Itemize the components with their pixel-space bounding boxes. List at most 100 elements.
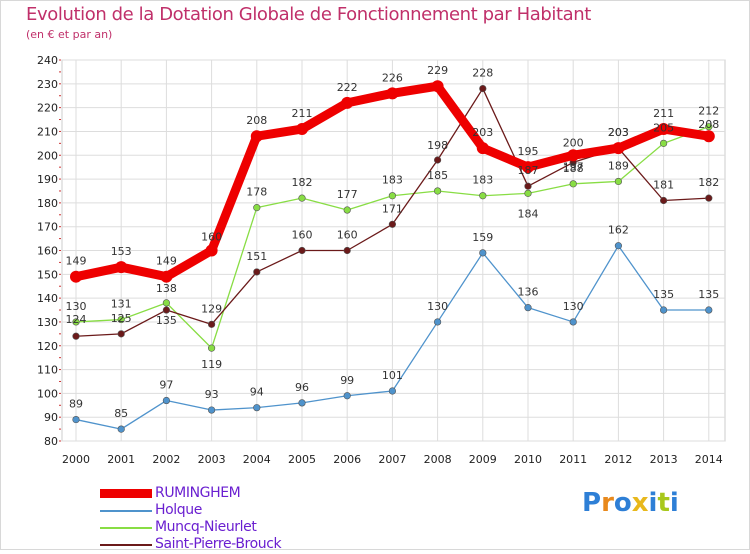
data-label: 149 [156,255,177,268]
y-tick-label: 220 [37,102,58,115]
data-label: 93 [205,388,219,401]
data-label: 130 [66,300,87,313]
data-label: 162 [608,224,629,237]
data-label: 160 [292,229,313,242]
data-label: 189 [608,159,629,172]
line-chart: 8090100110120130140150160170180190200210… [37,54,726,466]
logo-letter: o [613,488,632,518]
x-tick-label: 2010 [514,453,542,466]
data-point [569,180,577,188]
data-label: 101 [382,369,403,382]
data-label: 135 [698,288,719,301]
axis-layer: 8090100110120130140150160170180190200210… [37,54,723,466]
data-point [162,396,170,405]
data-point [567,149,580,162]
data-label: 178 [246,186,267,199]
data-label: 203 [608,126,629,139]
data-label: 99 [340,374,354,387]
logo-letter: i [648,488,658,518]
chart-title: Evolution de la Dotation Globale de Fonc… [26,4,591,25]
data-label: 203 [608,126,629,139]
data-label: 149 [66,255,87,268]
data-point [522,161,534,174]
data-point [72,318,80,326]
data-label: 96 [295,381,309,394]
data-label: 184 [518,207,539,220]
y-tick-label: 170 [37,221,58,234]
data-label: 153 [111,245,132,258]
data-label: 185 [427,169,448,182]
data-point [434,187,442,195]
data-point [388,387,397,395]
data-point [296,123,308,136]
y-tick-label: 160 [37,245,58,258]
data-point [657,123,670,136]
y-tick-label: 110 [37,364,58,377]
x-tick-label: 2007 [378,453,406,466]
data-point [614,177,623,186]
data-point [524,182,532,190]
data-point [705,194,713,202]
data-point [250,130,263,143]
y-tick-label: 240 [37,54,58,67]
data-point [72,332,80,340]
data-label: 205 [653,121,674,134]
data-point [343,392,351,400]
data-label: 203 [472,126,493,139]
y-tick-label: 150 [37,268,58,281]
logo-letter: P [582,488,602,518]
data-label: 211 [653,107,674,120]
data-point [341,96,354,109]
data-label: 229 [427,64,448,77]
data-label: 85 [114,407,128,420]
data-label: 151 [246,250,267,263]
data-label-layer: 89 85 97 93 94 96 99 101 130 159 136 130 162 135 135 13… [66,64,720,420]
data-label: 159 [472,231,493,244]
y-tick-label: 100 [37,387,58,400]
legend-swatch-holque [100,510,152,512]
chart-subtitle: (en € et par an) [26,28,113,41]
y-tick-label: 130 [37,316,58,329]
data-label: 125 [111,312,132,325]
data-point [117,425,125,433]
x-tick-label: 2011 [559,453,587,466]
legend-swatch-muncq-nieurlet [100,527,152,529]
proxiti-logo: Proxiti [582,488,679,518]
data-point [705,123,713,131]
y-tick-label: 200 [37,149,58,162]
data-point [117,330,125,338]
data-label: 124 [66,313,87,326]
data-point [298,246,306,255]
data-label: 200 [563,136,584,149]
x-tick-label: 2006 [333,453,361,466]
data-label: 212 [698,105,719,118]
data-label: 160 [201,231,222,244]
legend-label-ruminghem: RUMINGHEM [155,485,241,501]
data-point [298,194,306,202]
data-point [253,268,261,276]
data-point [479,84,487,93]
data-label: 119 [201,358,222,371]
data-label: 188 [563,162,584,175]
x-tick-label: 2003 [198,453,226,466]
data-point [659,196,668,205]
x-tick-label: 2004 [243,453,271,466]
data-point [434,318,442,326]
data-label: 135 [156,314,177,327]
data-label: 187 [518,164,539,177]
data-point [705,306,713,314]
x-tick-label: 2008 [424,453,452,466]
data-point [476,142,489,155]
data-label: 138 [156,282,177,295]
legend-swatch-ruminghem [100,489,152,498]
data-label: 130 [427,300,448,313]
x-tick-label: 2001 [107,453,135,466]
data-label: 208 [246,114,267,127]
grid-layer [61,59,726,442]
x-tick-label: 2005 [288,453,316,466]
x-tick-label: 2014 [695,453,723,466]
data-label: 197 [563,160,584,173]
data-label: 89 [69,398,83,411]
data-label: 94 [250,386,264,399]
data-label: 97 [159,379,173,392]
